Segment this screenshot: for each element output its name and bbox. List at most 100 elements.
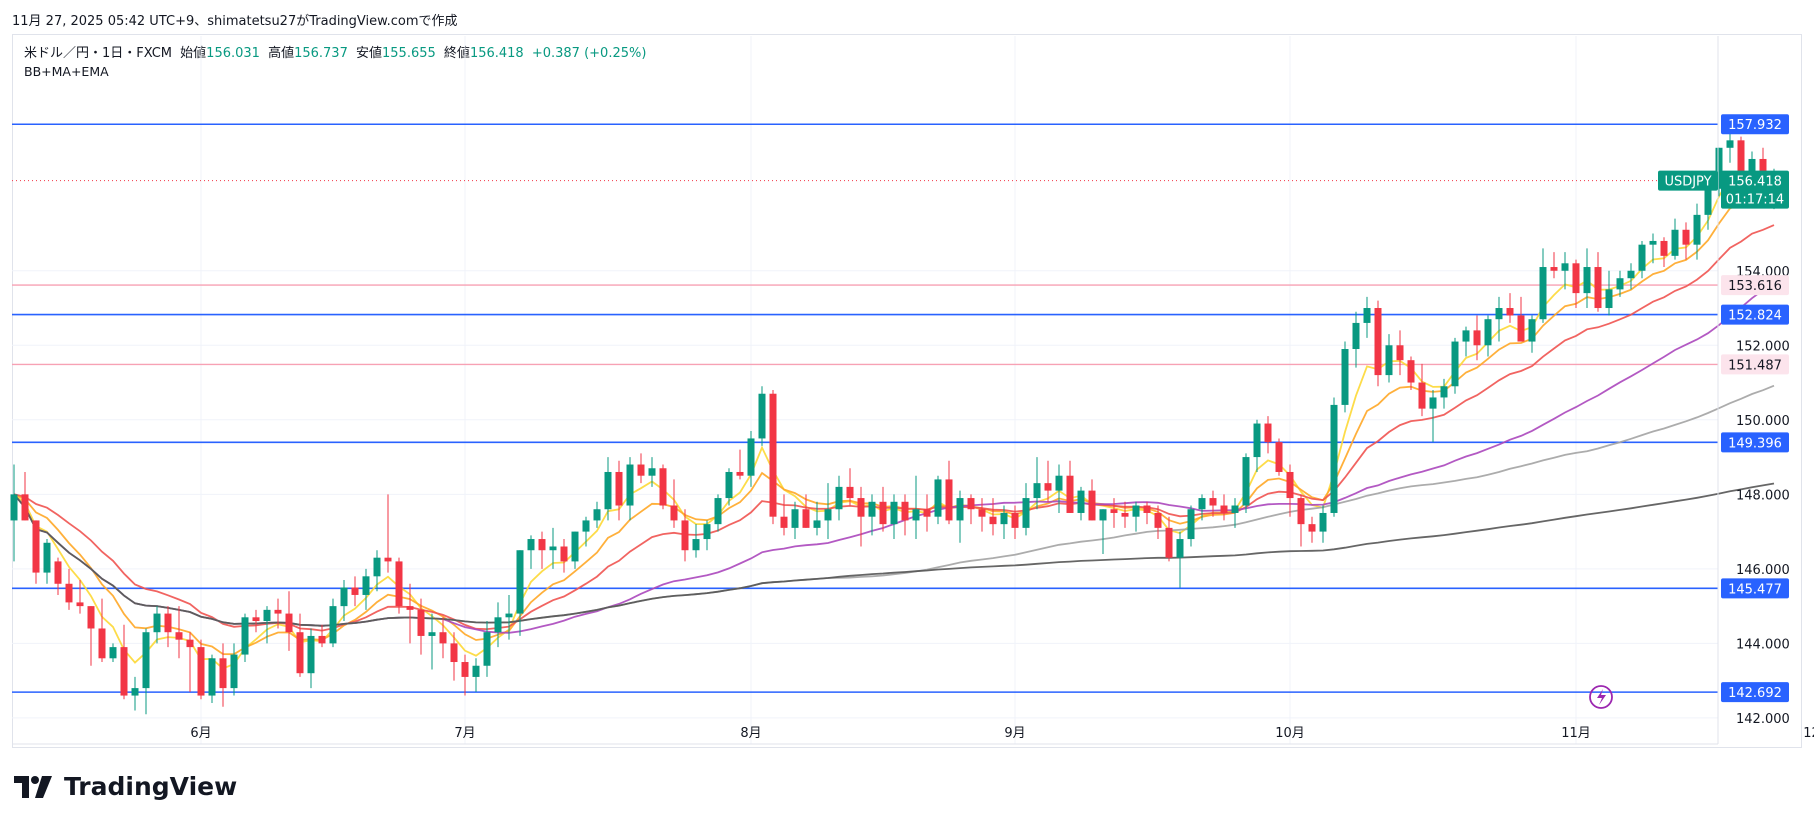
- low-label: 安値: [356, 46, 383, 61]
- candle: [1099, 509, 1107, 554]
- time-tick-label: 12月: [1803, 726, 1814, 741]
- candle-body: [791, 509, 799, 528]
- candle-body: [1363, 308, 1371, 323]
- price-tags: 157.932 153.616 152.824 151.487 149.396 145.4…: [1658, 114, 1789, 703]
- tradingview-wordmark: TradingView: [64, 772, 238, 801]
- candle: [1275, 438, 1283, 476]
- candle-body: [890, 501, 898, 525]
- candle-body: [1638, 244, 1646, 271]
- candle: [1308, 516, 1316, 543]
- candle-body: [780, 516, 788, 528]
- candle-body: [175, 632, 183, 640]
- candle: [857, 486, 865, 547]
- lightning-icon[interactable]: [1589, 685, 1613, 709]
- candle-body: [978, 509, 986, 517]
- candle: [65, 568, 73, 610]
- candle: [1341, 341, 1349, 413]
- symbol-description: 米ドル／円・1日・FXCM: [24, 46, 173, 61]
- candle: [54, 557, 62, 595]
- candle-body: [1154, 512, 1162, 528]
- candle: [956, 490, 964, 543]
- candle: [945, 460, 953, 525]
- candle: [285, 591, 293, 651]
- candle-body: [1572, 263, 1580, 294]
- level-price-tag-label: 142.692: [1728, 686, 1782, 701]
- candle: [1550, 252, 1558, 279]
- candle-body: [1110, 509, 1118, 513]
- candle-body: [329, 606, 337, 644]
- candle-body: [813, 520, 821, 528]
- low-value: 155.655: [382, 46, 436, 61]
- candle-body: [285, 613, 293, 633]
- ma-purple-line: [13, 283, 1775, 634]
- candle-body: [428, 632, 436, 636]
- candle-body: [1715, 147, 1723, 189]
- candle: [934, 475, 942, 525]
- candle: [87, 606, 95, 666]
- candle-body: [516, 550, 524, 614]
- candle-body: [54, 561, 62, 584]
- candle-body: [1660, 240, 1668, 256]
- candle: [186, 632, 194, 692]
- candle: [1231, 498, 1239, 528]
- candle-body: [670, 505, 678, 521]
- candle: [1022, 483, 1030, 536]
- candle: [802, 494, 810, 528]
- candle-body: [989, 516, 997, 525]
- candle-body: [483, 632, 491, 666]
- candle: [890, 494, 898, 540]
- candle: [10, 464, 18, 562]
- candle-body: [758, 393, 766, 439]
- candle: [263, 606, 271, 644]
- candle: [1154, 505, 1162, 540]
- candle-body: [1495, 308, 1503, 320]
- candle-body: [208, 658, 216, 696]
- candle: [736, 449, 744, 480]
- candle-body: [527, 539, 535, 551]
- candle-body: [1088, 490, 1096, 521]
- candle: [175, 606, 183, 659]
- candle-body: [1308, 524, 1316, 532]
- chart-pane[interactable]: [12, 34, 1802, 748]
- price-tick-label: 152.000: [1736, 339, 1790, 354]
- tradingview-logo[interactable]: TradingView: [14, 772, 237, 801]
- candle-body: [1143, 505, 1151, 513]
- candle: [1187, 505, 1195, 547]
- candle: [1363, 296, 1371, 338]
- candle-body: [956, 498, 964, 521]
- candle-body: [230, 654, 238, 689]
- snapshot-caption: 11月 27, 2025 05:42 UTC+9、shimatetsu27がTr…: [12, 14, 458, 29]
- candle: [1132, 501, 1140, 532]
- candle: [670, 479, 678, 528]
- tradingview-logo-icon: [14, 775, 52, 798]
- candle: [1198, 494, 1206, 521]
- candle: [659, 464, 667, 510]
- candle-body: [1165, 527, 1173, 558]
- candle-body: [131, 688, 139, 696]
- candle: [373, 550, 381, 592]
- candle-body: [351, 587, 359, 595]
- candle-body: [1550, 267, 1558, 271]
- candle: [1451, 337, 1459, 394]
- candle: [428, 613, 436, 670]
- candle: [516, 550, 524, 636]
- candle-body: [1231, 505, 1239, 513]
- level-price-tag: [1721, 578, 1789, 599]
- candle-body: [1539, 267, 1547, 320]
- candle: [1396, 330, 1404, 376]
- candle: [868, 494, 876, 536]
- candle-body: [1132, 505, 1140, 517]
- candle: [1495, 296, 1503, 342]
- candle: [1077, 486, 1085, 521]
- candle: [538, 531, 546, 569]
- candle: [483, 621, 491, 677]
- candle-body: [560, 546, 568, 562]
- indicator-list[interactable]: BB+MA+EMA: [24, 64, 109, 79]
- candle-body: [714, 498, 722, 525]
- candle-body: [1682, 229, 1690, 245]
- ema-mid-line: [13, 191, 1775, 656]
- candle: [912, 475, 920, 540]
- candle-body: [615, 471, 623, 506]
- candle: [142, 628, 150, 715]
- candle-body: [1506, 308, 1514, 316]
